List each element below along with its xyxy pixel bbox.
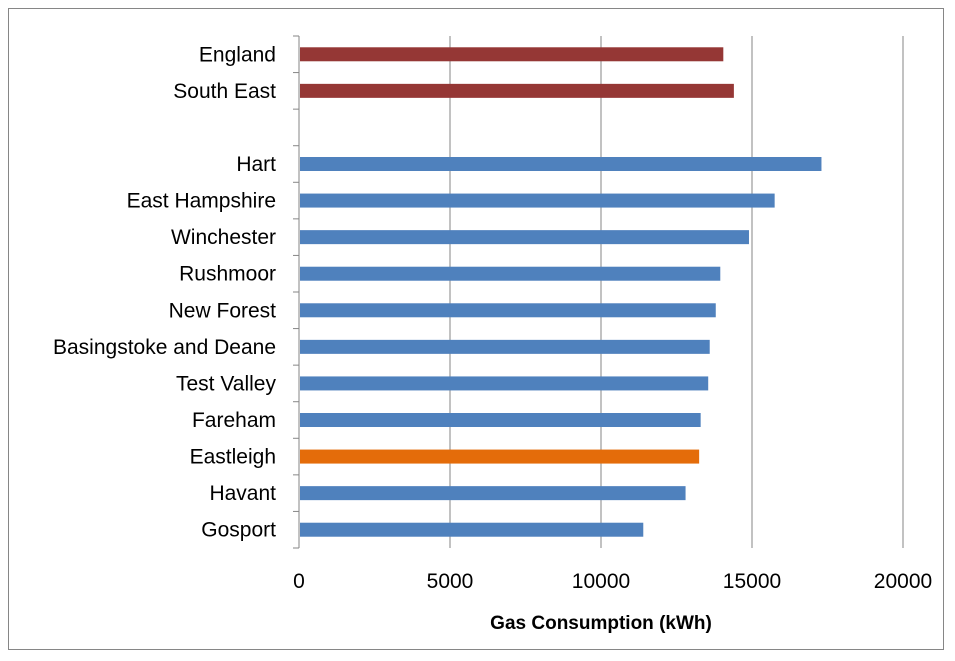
bar xyxy=(300,376,709,391)
bar xyxy=(300,193,775,208)
category-labels: England South East Hart East Hampshire Winch… xyxy=(53,43,276,541)
bar xyxy=(300,522,644,537)
x-tick-labels: 0 5000 10000 15000 20000 xyxy=(293,570,932,593)
category-label: Basingstoke and Deane xyxy=(53,336,276,359)
bar xyxy=(300,449,700,464)
bar xyxy=(300,157,822,171)
bars xyxy=(300,47,822,537)
bar xyxy=(300,339,710,354)
category-label: England xyxy=(199,43,276,66)
category-label: Fareham xyxy=(192,409,276,432)
x-axis-title: Gas Consumption (kWh) xyxy=(490,613,712,634)
bar xyxy=(300,413,701,427)
chart-frame xyxy=(8,8,944,650)
x-tick-label: 0 xyxy=(293,570,305,593)
category-label: Test Valley xyxy=(176,372,276,395)
category-label: New Forest xyxy=(169,299,277,322)
x-tick-label: 5000 xyxy=(427,570,474,593)
bar xyxy=(300,303,716,318)
category-label: Hart xyxy=(236,153,276,176)
bar xyxy=(300,230,749,245)
x-tick-label: 10000 xyxy=(572,570,630,593)
bar xyxy=(300,486,686,501)
bar xyxy=(300,83,734,98)
bar xyxy=(300,266,721,281)
category-label: East Hampshire xyxy=(127,190,276,213)
category-label: Havant xyxy=(209,482,276,505)
x-tick-label: 20000 xyxy=(874,570,932,593)
bar xyxy=(300,47,724,62)
gridlines xyxy=(449,36,904,548)
axes xyxy=(293,35,300,549)
category-label: Rushmoor xyxy=(179,263,276,286)
category-label: Eastleigh xyxy=(190,446,276,469)
category-label: South East xyxy=(173,80,276,103)
x-tick-label: 15000 xyxy=(723,570,781,593)
category-label: Winchester xyxy=(171,226,276,249)
category-label: Gosport xyxy=(201,519,276,542)
